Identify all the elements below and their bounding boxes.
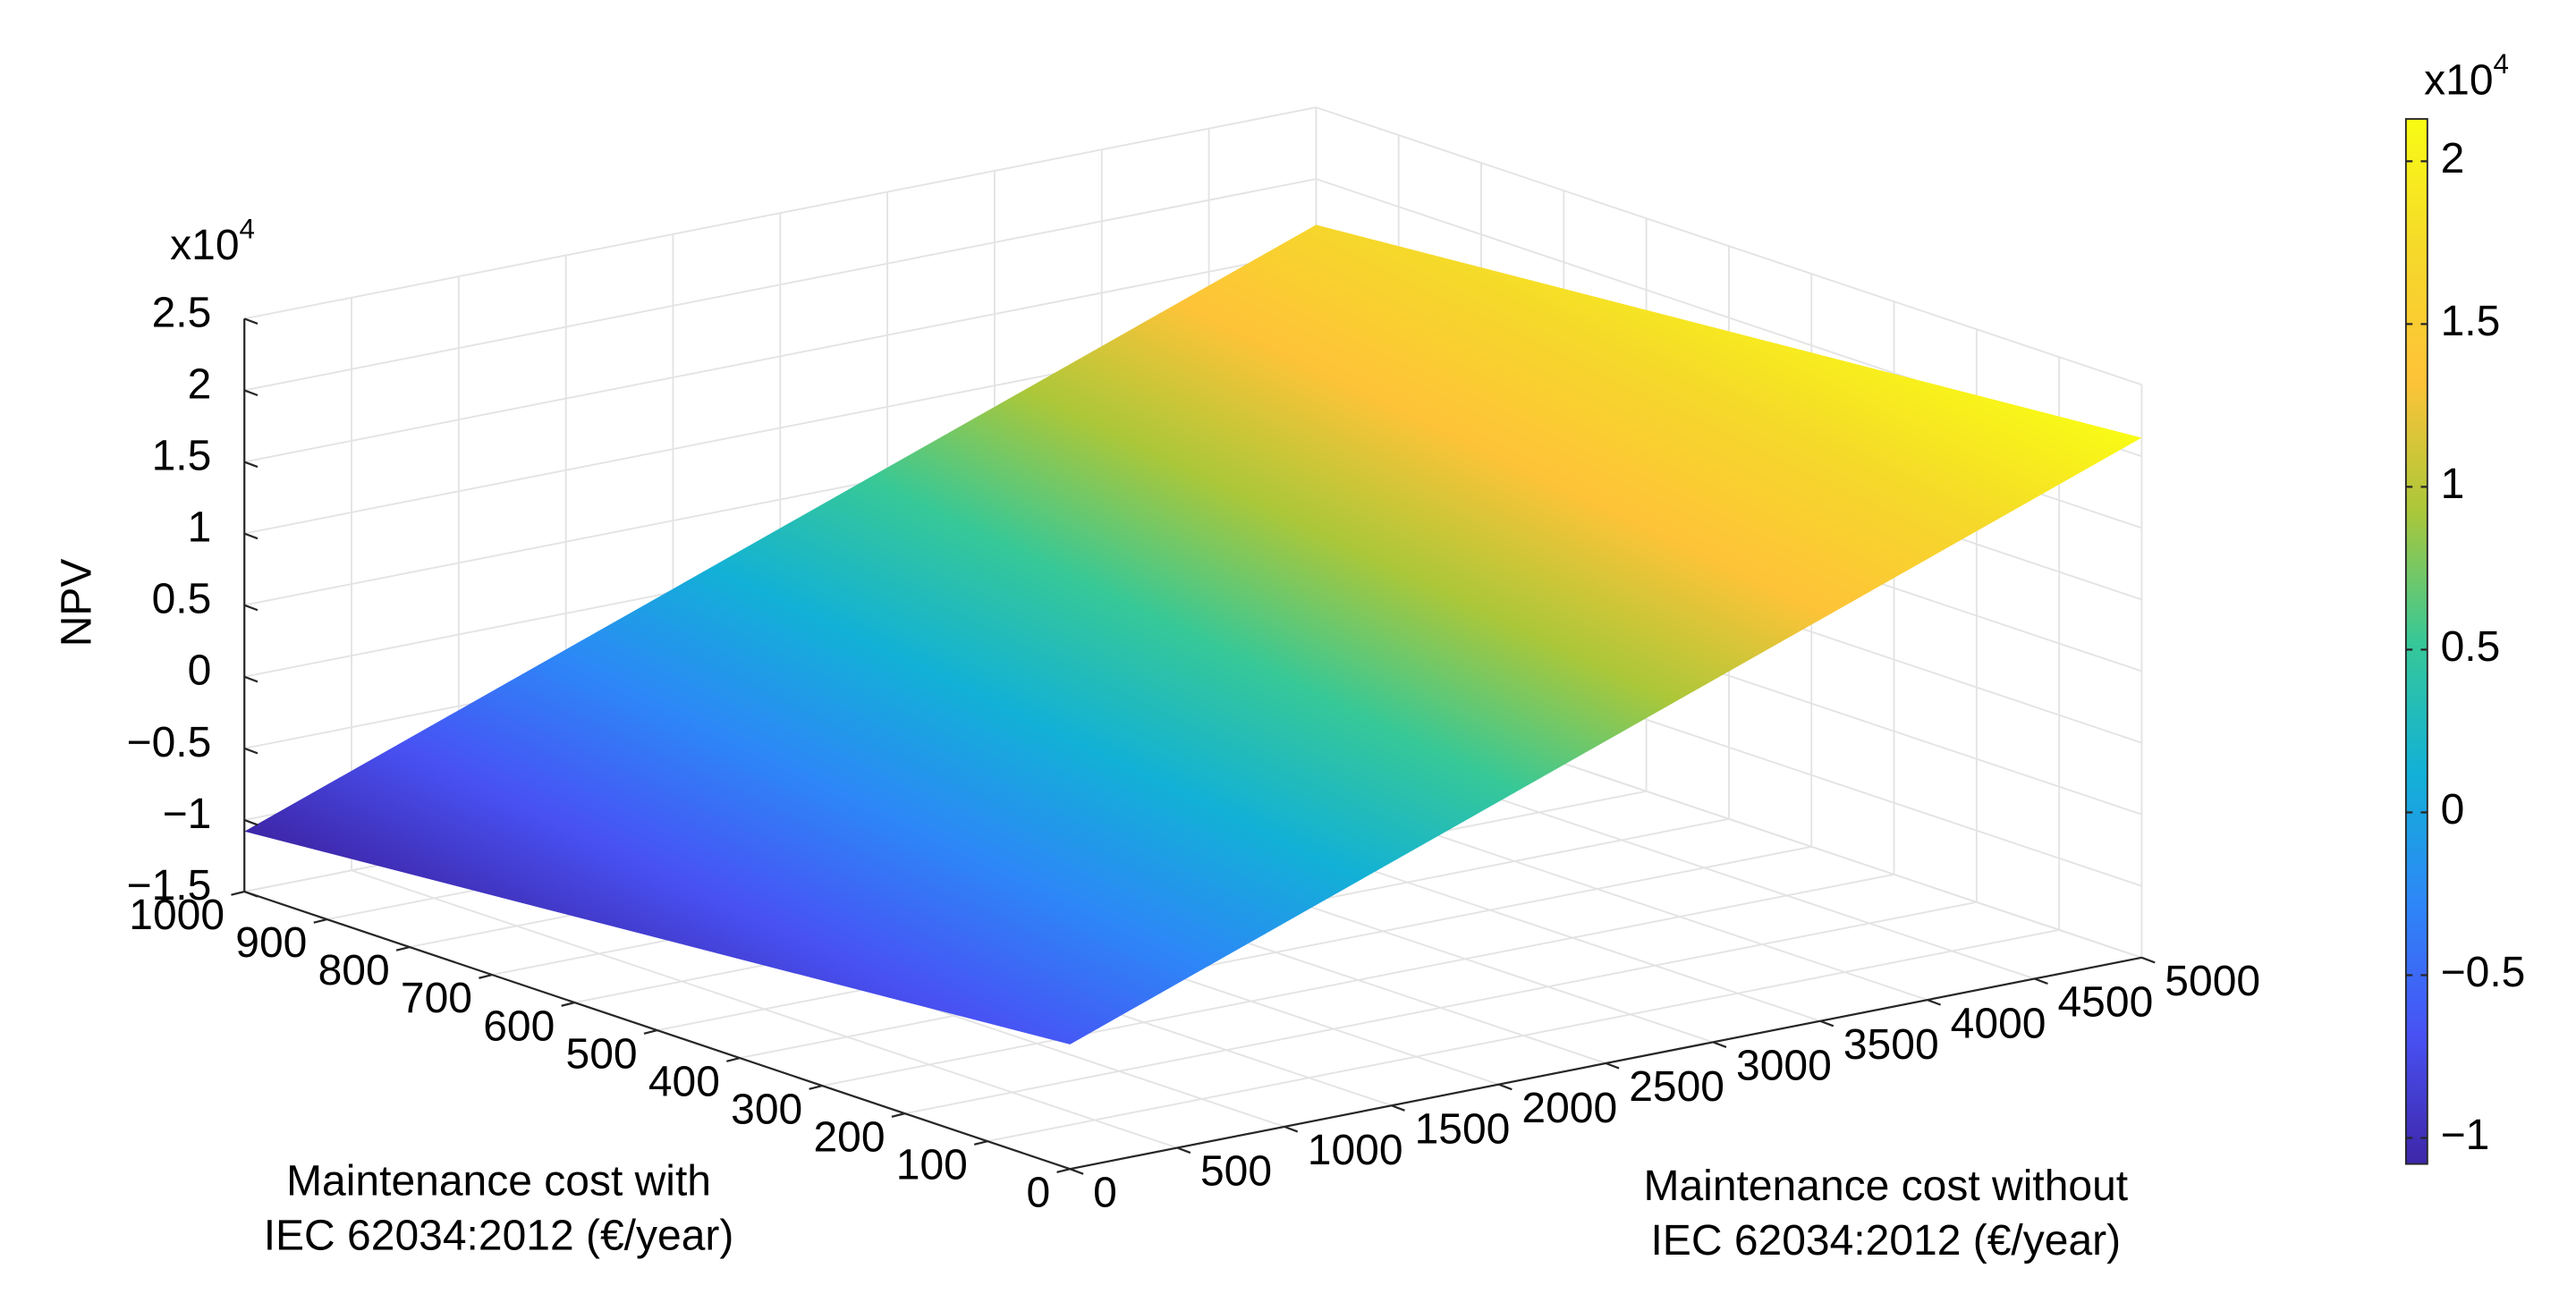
z-tick-label: −0.5 [127,719,212,766]
x-tick [1819,1019,1835,1028]
x-tick [1176,1146,1191,1155]
colorbar-tick-label: 2 [2441,135,2465,182]
y-tick-label: 500 [566,1030,638,1078]
z-tick [243,818,258,826]
x-tick-label: 3500 [1843,1021,1939,1069]
x-tick-label: 5000 [2165,958,2260,1005]
y-axis-label: Maintenance cost with [286,1157,711,1205]
x-tick [1069,1168,1084,1175]
colorbar-tick-label: 0 [2441,786,2465,833]
y-tick [1056,1168,1071,1173]
x-tick-label: 3000 [1736,1043,1832,1090]
grid-line [739,845,1812,1059]
x-tick-label: 2000 [1521,1085,1617,1132]
y-tick-label: 200 [813,1113,885,1161]
colorbar-tick-label: 0.5 [2441,623,2501,671]
y-tick-label: 700 [401,975,472,1022]
x-tick-label: 500 [1200,1148,1272,1196]
x-tick-label: 1500 [1415,1105,1511,1153]
y-tick-label: 1000 [129,892,225,939]
grid-line [244,250,1317,463]
x-tick [1284,1125,1299,1133]
x-tick [1391,1104,1405,1112]
y-tick-label: 100 [896,1141,968,1188]
x-tick-label: 0 [1093,1169,1117,1216]
colorbar-tick-label: 1 [2441,461,2465,508]
x-axis-label: Maintenance cost without [1643,1163,2128,1210]
z-tick [243,389,258,397]
z-tick-label: 2 [188,360,212,408]
grid-line [1316,106,2142,386]
z-tick [243,675,258,683]
y-tick [231,890,245,896]
x-tick-label: 1000 [1308,1127,1403,1174]
y-tick-label: 800 [318,947,390,994]
colorbar-tick-label: 1.5 [2441,298,2501,345]
z-tick-label: 2.5 [152,289,212,336]
z-multiplier-exponent: 4 [240,214,255,245]
y-tick [891,1112,905,1118]
colorbar [2404,118,2428,1165]
x-tick-label: 2500 [1629,1063,1724,1111]
z-tick-label: 1.5 [152,433,212,480]
y-tick-label: 400 [648,1058,720,1105]
x-tick [1712,1041,1727,1048]
z-tick [243,890,258,898]
x-tick-label: 4000 [1951,1000,2046,1047]
y-axis-label: IEC 62034:2012 (€/year) [264,1212,734,1259]
z-multiplier-base: x10 [170,222,239,269]
y-tick-label: 300 [731,1086,802,1133]
colorbar-multiplier: x104 [2424,48,2509,104]
z-tick-label: −1 [163,791,212,838]
grid-line [244,178,1317,392]
colorbar-tick-label: −1 [2441,1112,2490,1159]
y-tick-label: 600 [483,1002,555,1050]
z-tick [243,461,258,469]
grid-line [904,901,1978,1115]
y-tick [479,973,493,979]
y-tick [809,1085,823,1090]
grid-line [822,873,1894,1087]
y-tick [313,918,327,924]
z-tick-label: 0 [188,647,212,695]
x-tick [2141,956,2156,964]
z-tick [243,604,258,612]
x-tick [2034,977,2048,985]
y-tick-label: 900 [235,919,307,967]
y-tick [561,1001,575,1007]
y-tick-label: 0 [1026,1169,1050,1216]
colorbar-tick-label: −0.5 [2441,949,2526,996]
z-axis-label: NPV [53,559,100,647]
x-tick [1927,999,1941,1006]
colorbar-multiplier-base: x10 [2424,56,2493,104]
y-tick [643,1029,658,1035]
z-tick [243,317,258,325]
z-tick-label: −1.5 [127,862,212,909]
x-axis-label: IEC 62034:2012 (€/year) [1650,1217,2121,1264]
x-tick [1605,1061,1620,1070]
z-tick-label: 0.5 [152,576,212,623]
colorbar-multiplier-exponent: 4 [2494,48,2509,80]
x-tick-label: 4500 [2057,979,2153,1027]
y-tick [395,945,411,952]
y-tick [726,1057,741,1062]
grid-line [244,106,1317,320]
z-tick [243,747,258,755]
x-tick [1498,1083,1513,1091]
surface-patch [244,224,2142,1045]
grid-line [987,928,2060,1143]
y-tick [973,1140,988,1146]
z-tick [243,532,258,540]
x-axis-line [1070,956,2142,1171]
z-tick-label: 1 [188,504,212,552]
z-multiplier: x104 [170,214,255,269]
